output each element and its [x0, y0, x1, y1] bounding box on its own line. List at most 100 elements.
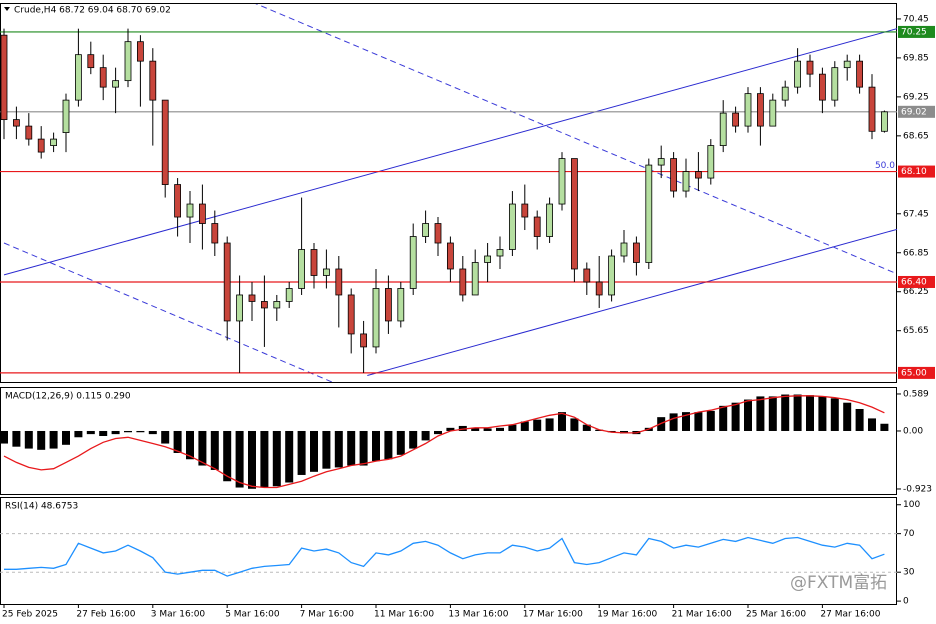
candle-body — [198, 203, 206, 224]
line-series — [3, 395, 885, 489]
menu-triangle — [4, 7, 10, 11]
histogram-bar — [471, 427, 480, 431]
histogram-bar — [508, 424, 517, 431]
candle-body — [508, 203, 516, 250]
macd-plot — [0, 394, 889, 489]
histogram-bar — [880, 423, 889, 431]
candle-body — [99, 67, 107, 88]
candle-body — [384, 288, 392, 322]
histogram-bar — [173, 430, 182, 453]
histogram-bar — [148, 430, 157, 435]
candle-body — [112, 80, 119, 88]
candle-body — [620, 242, 628, 257]
candle-body — [322, 268, 330, 276]
x-tick-label: 27 Mar 16:00 — [820, 610, 880, 620]
y-tick-label: 0.00 — [903, 426, 923, 436]
candle-body — [186, 203, 194, 218]
histogram-bar — [483, 428, 492, 431]
histogram-bar — [99, 430, 108, 437]
candle-body — [794, 60, 801, 88]
histogram-bar — [49, 430, 58, 449]
y-tick-label: 69.25 — [903, 92, 929, 102]
histogram-bar — [756, 396, 765, 431]
price-level-box — [898, 25, 935, 38]
trendline — [3, 28, 897, 276]
price-level-label: 65.00 — [901, 368, 927, 378]
candle-body — [645, 164, 653, 263]
candle-body — [397, 288, 405, 322]
histogram-bar — [694, 412, 703, 431]
candle-body — [446, 242, 454, 270]
candle-body — [831, 67, 839, 101]
histogram-bar — [235, 430, 244, 488]
histogram-bar — [830, 398, 839, 431]
x-tick-label: 3 Mar 16:00 — [151, 610, 206, 620]
candle-body — [149, 60, 157, 101]
histogram-bar — [0, 430, 8, 444]
histogram-bar — [223, 430, 232, 482]
histogram-bar — [111, 430, 120, 435]
price-level-box — [898, 275, 935, 288]
candle-body — [471, 262, 479, 296]
histogram-bar — [297, 430, 306, 475]
chart-title: Crude,H4 68.72 69.04 68.70 69.02 — [14, 6, 171, 16]
x-tick-label: 5 Mar 16:00 — [225, 610, 280, 620]
histogram-bar — [285, 430, 294, 483]
histogram-bar — [620, 430, 628, 434]
candle-body — [75, 54, 82, 101]
candle-body — [633, 242, 640, 263]
candle-body — [806, 60, 814, 75]
candle-body — [496, 249, 504, 257]
histogram-bar — [744, 399, 752, 431]
candle-body — [546, 203, 553, 237]
histogram-bar — [731, 402, 740, 431]
indicator-title: MACD(12,26,9) 0.115 0.290 — [5, 392, 131, 402]
histogram-bar — [582, 424, 591, 431]
y-tick-label: 69.85 — [903, 53, 929, 63]
candle-body — [695, 171, 702, 179]
candle-body — [422, 223, 430, 237]
histogram-bar — [322, 430, 331, 469]
candle-body — [868, 86, 876, 132]
candle-body — [682, 171, 690, 192]
candle-body — [608, 255, 615, 296]
candle-body — [657, 158, 665, 166]
histogram-bar — [396, 430, 405, 455]
histogram-bar — [533, 419, 542, 431]
histogram-bar — [434, 430, 442, 435]
histogram-bar — [24, 430, 33, 449]
trendline — [3, 242, 333, 382]
candle-body — [819, 73, 826, 101]
price-level-label: 66.40 — [901, 277, 927, 287]
histogram-bar — [372, 430, 380, 462]
candle-body — [583, 268, 591, 283]
histogram-bar — [806, 395, 814, 431]
candle-body — [273, 301, 281, 309]
candle-body — [670, 158, 677, 192]
candle-body — [223, 242, 231, 322]
candle-body — [769, 99, 777, 127]
candle-body — [707, 145, 715, 179]
candle-body — [744, 93, 752, 127]
candle-body — [521, 203, 529, 218]
y-tick-label: 70.45 — [903, 14, 929, 24]
y-tick-label: 0.589 — [903, 389, 929, 399]
candle-body — [719, 112, 727, 146]
x-tick-label: 21 Mar 16:00 — [672, 610, 732, 620]
histogram-bar — [719, 405, 728, 431]
indicator-title: RSI(14) 48.6753 — [5, 502, 78, 512]
histogram-bar — [62, 430, 70, 445]
histogram-bar — [818, 396, 827, 431]
histogram-bar — [793, 394, 802, 431]
y-tick-label: 65.65 — [903, 326, 929, 336]
histogram-bar — [868, 418, 876, 431]
y-tick-label: 66.85 — [903, 248, 929, 258]
candle-body — [533, 216, 541, 237]
histogram-bar — [682, 412, 690, 431]
y-tick-label: 0 — [903, 597, 909, 607]
histogram-bar — [706, 410, 715, 431]
histogram-bar — [496, 427, 504, 431]
x-tick-label: 25 Feb 2025 — [2, 610, 58, 620]
